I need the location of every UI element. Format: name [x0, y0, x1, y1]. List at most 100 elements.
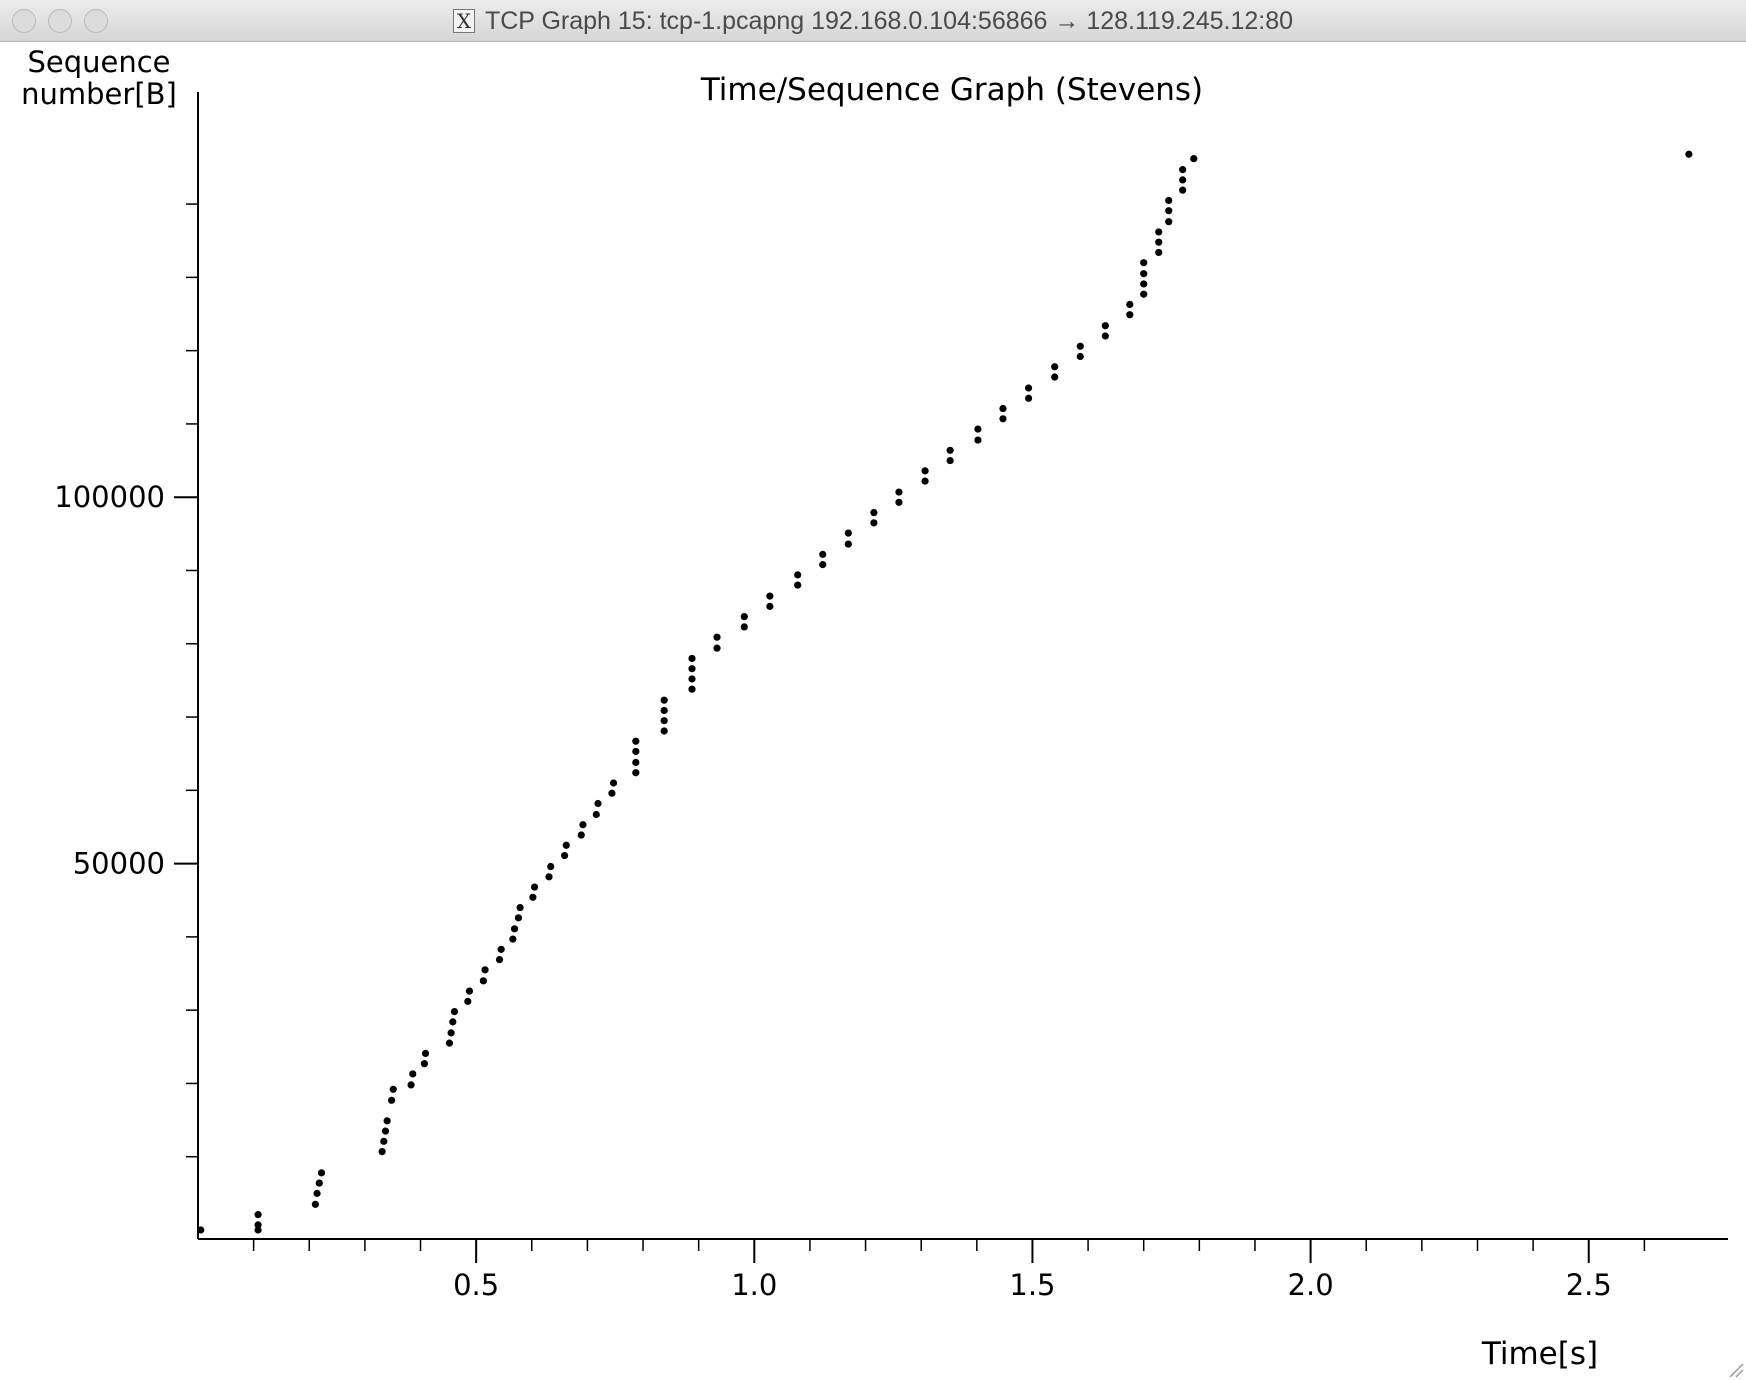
data-point [311, 1200, 319, 1208]
data-point [592, 810, 600, 819]
x-tick-label: 0.5 [453, 1268, 499, 1302]
data-point [409, 1070, 417, 1078]
data-point [1140, 270, 1148, 278]
data-point [545, 873, 553, 881]
data-point [870, 508, 878, 517]
data-point [481, 966, 489, 974]
x-axis-label: Time[s] [1481, 1336, 1598, 1372]
data-point [660, 717, 668, 725]
data-point [383, 1117, 391, 1125]
data-point [381, 1127, 390, 1135]
resize-grip-icon[interactable] [1726, 1360, 1744, 1378]
close-window-button[interactable] [12, 9, 36, 33]
y-tick-label: 100000 [54, 480, 165, 514]
data-point [1024, 384, 1033, 392]
data-point [509, 935, 517, 943]
data-point [1190, 155, 1198, 163]
y-tick-label: 50000 [73, 847, 165, 881]
data-point [421, 1049, 430, 1057]
window-titlebar[interactable]: X TCP Graph 15: tcp-1.pcapng 192.168.0.1… [0, 0, 1746, 42]
data-point [1024, 394, 1033, 402]
data-point [1076, 352, 1084, 361]
data-point [389, 1085, 397, 1093]
axis-ticks: 0.5 1.0 1.5 2.0 2.5 50000 100000 [54, 203, 1646, 1302]
data-point [445, 1039, 454, 1047]
data-point [1165, 207, 1173, 215]
data-point [660, 727, 668, 735]
y-axis-label-line-2: number[B] [21, 77, 177, 111]
data-point [497, 945, 505, 953]
data-point [516, 903, 524, 912]
data-point [1051, 363, 1059, 371]
y-axis-label-line-1: Sequence [27, 45, 170, 79]
data-point [577, 831, 585, 839]
data-point [740, 613, 748, 621]
data-point [1179, 186, 1187, 194]
data-point [688, 675, 696, 683]
data-point [1179, 166, 1187, 174]
data-point [594, 799, 602, 808]
data-point [609, 779, 618, 787]
data-point [999, 404, 1007, 413]
data-point [660, 696, 668, 704]
data-point [378, 1147, 386, 1156]
data-point [479, 977, 487, 985]
chart-title: Time/Sequence Graph (Stevens) [700, 72, 1203, 108]
data-point [1140, 259, 1148, 267]
data-point [870, 519, 878, 527]
data-point [562, 841, 570, 849]
data-point [420, 1060, 429, 1068]
data-point [844, 540, 852, 548]
data-point [713, 633, 721, 641]
data-point [579, 821, 587, 829]
data-point [921, 477, 929, 485]
data-point [794, 581, 802, 589]
data-point [1165, 196, 1173, 205]
data-point [1101, 322, 1109, 330]
window-title: TCP Graph 15: tcp-1.pcapng 192.168.0.104… [484, 6, 1294, 35]
data-point [315, 1179, 323, 1187]
tcp-stevens-graph[interactable]: Time/Sequence Graph (Stevens) Sequence n… [0, 42, 1746, 1380]
data-point [530, 883, 539, 891]
data-point [921, 467, 929, 475]
data-point [632, 737, 640, 745]
data-point [1140, 290, 1148, 298]
data-point [450, 1008, 459, 1016]
data-point [1155, 248, 1163, 257]
data-point [1101, 332, 1109, 340]
data-point [946, 446, 954, 454]
x-tick-label: 2.0 [1288, 1268, 1334, 1302]
data-point [1051, 373, 1059, 381]
data-point [529, 893, 537, 901]
data-point [713, 644, 721, 652]
data-point [688, 685, 696, 693]
data-point [632, 747, 640, 756]
x-tick-label: 2.5 [1566, 1268, 1612, 1302]
data-point [1685, 150, 1693, 158]
zoom-window-button[interactable] [84, 9, 108, 33]
data-point [447, 1029, 455, 1037]
data-point [495, 955, 504, 964]
x-tick-label: 1.5 [1009, 1268, 1055, 1302]
data-point [449, 1018, 457, 1026]
data-point [380, 1137, 388, 1145]
data-point [974, 425, 982, 433]
data-point [660, 706, 668, 715]
data-point [254, 1226, 262, 1234]
x-tick-label: 1.0 [731, 1268, 777, 1302]
data-point [1126, 311, 1134, 319]
data-point [254, 1211, 262, 1219]
minimize-window-button[interactable] [48, 9, 72, 33]
data-point [1126, 300, 1134, 309]
data-point [254, 1221, 262, 1229]
data-point [510, 925, 519, 933]
data-point [688, 665, 696, 673]
data-point [1140, 280, 1148, 288]
data-point [387, 1096, 396, 1104]
data-point [794, 571, 802, 579]
data-point [608, 789, 616, 797]
axes [197, 92, 1728, 1240]
data-point [999, 415, 1007, 423]
data-point [974, 436, 982, 444]
data-point [313, 1189, 321, 1197]
